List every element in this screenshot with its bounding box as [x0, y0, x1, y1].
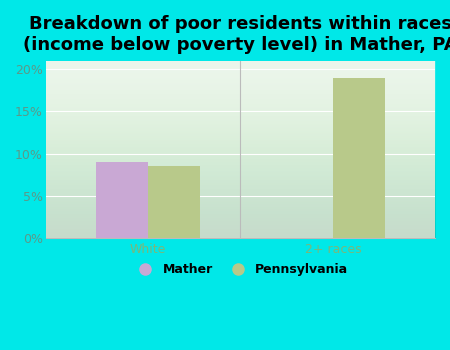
Bar: [96, 162, 148, 238]
Legend: Mather, Pennsylvania: Mather, Pennsylvania: [127, 258, 353, 281]
Bar: [333, 78, 385, 238]
Bar: [148, 166, 199, 238]
Title: Breakdown of poor residents within races
(income below poverty level) in Mather,: Breakdown of poor residents within races…: [23, 15, 450, 54]
